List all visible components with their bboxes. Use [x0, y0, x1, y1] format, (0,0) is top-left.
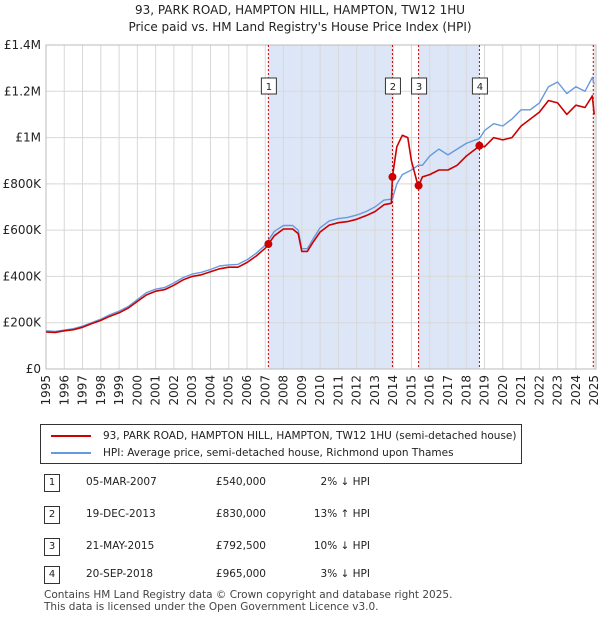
sale-number-label: 4: [477, 82, 483, 93]
x-tick-label: 2009: [295, 375, 309, 406]
x-tick-label: 1996: [57, 375, 71, 406]
x-tick-label: 2007: [258, 375, 272, 406]
sale-point: [388, 172, 397, 181]
shaded-period: [418, 45, 480, 369]
x-tick-label: 2023: [551, 375, 565, 406]
x-tick-label: 2019: [478, 375, 492, 406]
x-tick-label: 2025: [587, 375, 600, 406]
x-tick-label: 2010: [313, 375, 327, 406]
x-tick-label: 2013: [368, 375, 382, 406]
x-tick-label: 2000: [130, 375, 144, 406]
sale-price: £792,500: [215, 540, 266, 552]
sale-number-box: [260, 77, 277, 95]
x-tick-label: 2012: [350, 375, 364, 406]
x-tick-label: 2024: [569, 375, 583, 406]
legend: 93, PARK ROAD, HAMPTON HILL, HAMPTON, TW…: [40, 424, 522, 464]
legend-swatch-price: [51, 435, 91, 437]
y-tick-label: £200K: [3, 316, 43, 330]
legend-item-price: 93, PARK ROAD, HAMPTON HILL, HAMPTON, TW…: [51, 428, 516, 444]
sale-number-badge: 3: [44, 538, 60, 556]
chart-subtitle: Price paid vs. HM Land Registry's House …: [128, 20, 472, 34]
hpi-line: [45, 76, 595, 333]
shaded-period: [268, 45, 393, 369]
x-tick-label: 2008: [277, 375, 291, 406]
y-tick-label: £800K: [3, 177, 43, 191]
chart-title: 93, PARK ROAD, HAMPTON HILL, HAMPTON, TW…: [134, 3, 466, 17]
x-tick-label: 2014: [386, 375, 400, 406]
x-tick-label: 2005: [222, 375, 236, 406]
sale-number-badge: 2: [44, 506, 60, 524]
sale-date: 19-DEC-2013: [86, 508, 156, 520]
sale-number-badge: 4: [44, 566, 60, 584]
y-tick-label: £1.4M: [4, 38, 41, 52]
x-tick-label: 2021: [514, 375, 528, 406]
y-tick-label: £600K: [3, 223, 43, 237]
footer-licence: This data is licensed under the Open Gov…: [44, 601, 379, 613]
legend-swatch-hpi: [51, 452, 91, 454]
sale-number-badge: 1: [44, 474, 60, 492]
sale-number-box: [411, 77, 428, 95]
sale-number-box: [384, 77, 401, 95]
x-tick-label: 2004: [203, 375, 217, 406]
x-tick-label: 2011: [331, 375, 345, 406]
sale-date: 05-MAR-2007: [86, 476, 157, 488]
sale-date: 21-MAY-2015: [86, 540, 155, 552]
sale-point: [264, 240, 273, 249]
legend-label-price: 93, PARK ROAD, HAMPTON HILL, HAMPTON, TW…: [103, 430, 517, 442]
y-tick-label: £0: [26, 362, 41, 376]
legend-label-hpi: HPI: Average price, semi-detached house,…: [103, 447, 454, 459]
sale-price: £965,000: [215, 568, 266, 580]
x-tick-label: 2017: [441, 375, 455, 406]
sale-price: £540,000: [215, 476, 266, 488]
x-tick-label: 2006: [240, 375, 254, 406]
sale-number-label: 1: [266, 82, 272, 93]
price-chart: £0 £200K £400K £600K £800K £1M £1.2M £1.4M 1995 1…: [3, 38, 600, 406]
x-tick-label: 2016: [423, 375, 437, 406]
y-tick-label: £1M: [15, 131, 41, 145]
x-tick-label: 1998: [94, 375, 108, 406]
x-tick-label: 2001: [149, 375, 163, 406]
sale-point: [414, 181, 423, 190]
sale-hpi-diff: 10% ↓ HPI: [313, 540, 370, 552]
plot-frame: [45, 44, 597, 370]
sale-date: 20-SEP-2018: [86, 568, 154, 580]
x-tick-label: 1995: [39, 375, 53, 406]
x-tick-label: 2022: [532, 375, 546, 406]
x-tick-label: 2002: [167, 375, 181, 406]
sale-price: £830,000: [215, 508, 266, 520]
x-tick-label: 1999: [112, 375, 126, 406]
y-tick-label: £1.2M: [4, 84, 41, 98]
y-tick-label: £400K: [3, 269, 43, 283]
x-tick-label: 2003: [185, 375, 199, 406]
sale-hpi-diff: 2% ↓ HPI: [320, 476, 370, 488]
sale-number-label: 2: [390, 82, 396, 93]
sale-hpi-diff: 3% ↓ HPI: [320, 568, 370, 580]
footer-copyright: Contains HM Land Registry data © Crown c…: [44, 589, 453, 601]
sale-point: [475, 141, 484, 150]
x-tick-label: 2020: [496, 375, 510, 406]
price-paid-line: [45, 95, 595, 334]
x-tick-label: 2018: [459, 375, 473, 406]
legend-item-hpi: HPI: Average price, semi-detached house,…: [51, 445, 454, 461]
x-tick-label: 2015: [404, 375, 418, 406]
sale-hpi-diff: 13% ↑ HPI: [313, 508, 370, 520]
sale-number-label: 3: [416, 82, 422, 93]
x-tick-label: 1997: [76, 375, 90, 406]
sale-number-box: [471, 77, 488, 95]
